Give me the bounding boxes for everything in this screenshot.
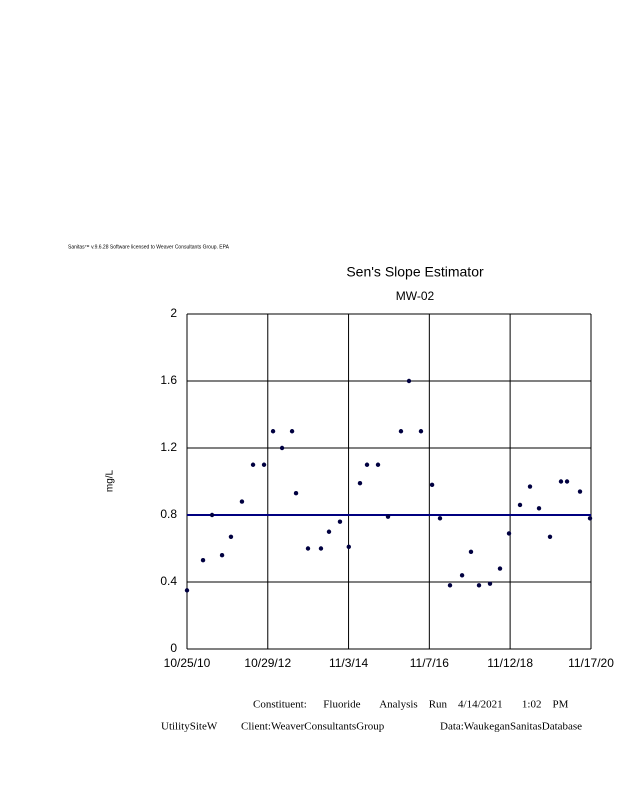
- data-point: [293, 491, 299, 496]
- data-point: [418, 429, 424, 434]
- data-point: [239, 499, 245, 504]
- software-note: Sanitas™ v.9.6.28 Software licensed to W…: [68, 244, 230, 250]
- data-point: [564, 479, 570, 484]
- data-point: [468, 549, 474, 555]
- data-point: [346, 544, 351, 550]
- data-point: [577, 489, 583, 494]
- data-point: [385, 514, 391, 519]
- data-point: [357, 480, 363, 486]
- data-point: [375, 462, 381, 467]
- data-point: [406, 378, 412, 384]
- x-tick-label: 11/17/20: [568, 656, 614, 670]
- data-point: [318, 546, 324, 551]
- chart-title: Sen's Slope Estimator: [346, 264, 484, 280]
- chart-subtitle: MW-02: [396, 289, 435, 303]
- y-tick-label: 1.6: [160, 373, 177, 387]
- data-point: [506, 531, 512, 536]
- data-point: [447, 583, 453, 588]
- y-tick-label: 2: [170, 306, 177, 320]
- data-point: [270, 429, 276, 434]
- data-point: [364, 462, 370, 467]
- y-tick-label: 1.2: [160, 440, 177, 454]
- data-point: [527, 484, 533, 489]
- data-point: [587, 516, 593, 521]
- footer-database: Data:WaukeganSanitasDatabase: [440, 721, 582, 733]
- y-axis-label: mg/L: [105, 469, 116, 492]
- data-point: [337, 519, 343, 524]
- data-point: [497, 566, 503, 571]
- data-point: [200, 558, 206, 563]
- data-point: [279, 445, 285, 451]
- data-point: [459, 573, 465, 578]
- data-point: [429, 482, 435, 488]
- data-point: [437, 516, 443, 521]
- y-tick-label: 0.8: [160, 507, 177, 521]
- data-point: [209, 512, 215, 518]
- footer-client: Client:WeaverConsultantsGroup: [241, 721, 385, 733]
- data-point: [398, 429, 404, 434]
- x-tick-label: 11/7/16: [410, 656, 449, 670]
- data-point: [228, 534, 234, 539]
- x-tick-label: 11/3/14: [329, 656, 368, 670]
- data-point: [219, 553, 225, 558]
- data-point: [517, 502, 523, 508]
- data-point: [289, 429, 295, 434]
- data-point: [476, 583, 482, 588]
- data-point: [326, 529, 332, 534]
- footer-site: UtilitySiteW: [161, 721, 218, 733]
- data-point: [305, 546, 311, 551]
- y-tick-label: 0: [170, 641, 177, 655]
- x-tick-label: 10/25/10: [164, 656, 211, 670]
- x-tick-label: 10/29/12: [244, 656, 291, 670]
- y-tick-label: 0.4: [160, 574, 177, 588]
- footer-line: Constituent: Fluoride Analysis Run 4/14/…: [253, 699, 569, 711]
- data-point: [536, 506, 542, 511]
- data-point: [184, 588, 190, 593]
- data-point: [487, 581, 493, 586]
- data-point: [250, 462, 256, 467]
- data-point: [547, 534, 553, 539]
- data-point: [558, 479, 564, 484]
- data-point: [261, 462, 267, 467]
- x-tick-label: 11/12/18: [487, 656, 533, 670]
